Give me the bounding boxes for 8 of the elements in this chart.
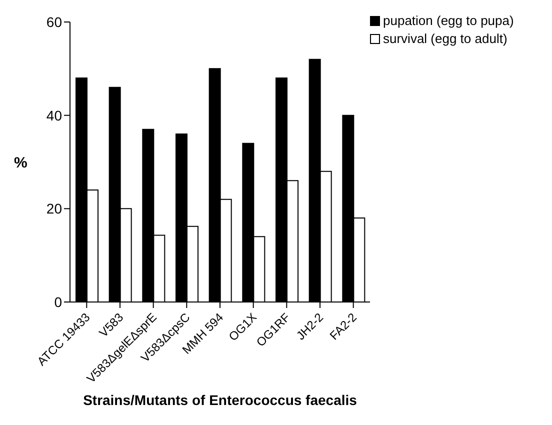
y-tick-label: 40 — [46, 107, 62, 124]
legend-label: survival (egg to adult) — [383, 30, 508, 48]
x-axis-title: Strains/Mutants of Enterococcus faecalis — [83, 392, 358, 408]
legend-label: pupation (egg to pupa) — [383, 12, 514, 30]
y-axis-title: % — [14, 154, 28, 172]
y-tick-label: 60 — [46, 14, 62, 30]
y-tick-label: 0 — [54, 294, 62, 310]
y-tick-label: 20 — [46, 200, 62, 217]
